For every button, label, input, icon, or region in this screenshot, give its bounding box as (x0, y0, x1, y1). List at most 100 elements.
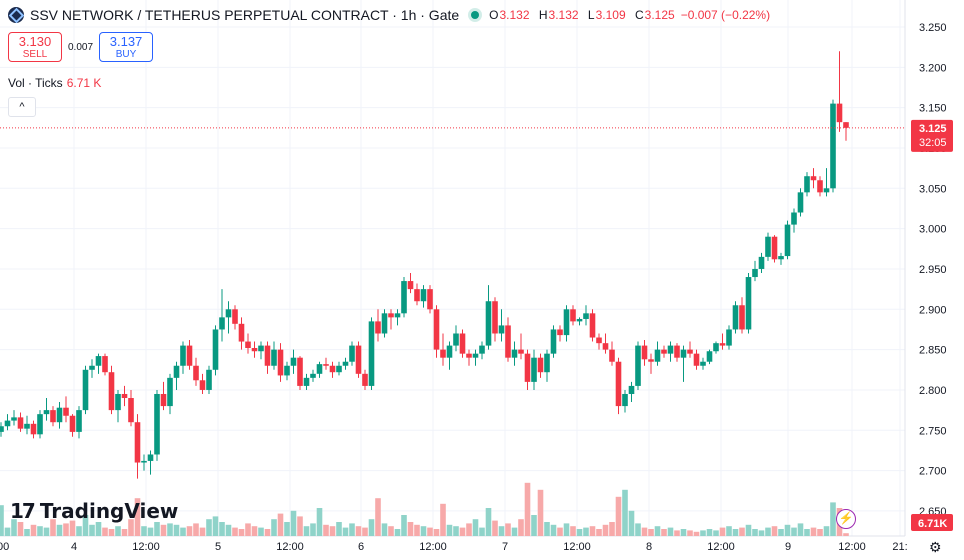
candle-body[interactable] (609, 349, 615, 362)
candle-body[interactable] (693, 353, 700, 366)
candle-body[interactable] (251, 348, 258, 352)
candle-body[interactable] (219, 317, 225, 330)
candle-body[interactable] (11, 417, 17, 421)
candle-body[interactable] (745, 277, 752, 330)
candle-body[interactable] (726, 329, 732, 346)
buy-button[interactable]: 3.137 BUY (99, 32, 154, 62)
candle-body[interactable] (544, 353, 550, 373)
candle-body[interactable] (752, 268, 758, 278)
collapse-legend-button[interactable]: ^ (8, 97, 36, 117)
candle-body[interactable] (492, 301, 498, 334)
candle-body[interactable] (810, 176, 817, 181)
candle-body[interactable] (199, 380, 206, 390)
candle-body[interactable] (24, 423, 30, 429)
candle-body[interactable] (258, 345, 264, 352)
candle-body[interactable] (654, 349, 661, 362)
candle-body[interactable] (615, 361, 622, 407)
tradingview-logo[interactable]: 17 TradingView (10, 499, 178, 523)
candle-body[interactable] (349, 345, 355, 362)
candle-body[interactable] (550, 329, 557, 354)
candle-body[interactable] (804, 176, 810, 193)
candle-body[interactable] (589, 313, 596, 338)
market-status-icon[interactable] (471, 11, 480, 19)
candle-body[interactable] (700, 361, 706, 366)
candle-body[interactable] (680, 349, 687, 358)
candle-body[interactable] (817, 180, 823, 193)
candle-body[interactable] (531, 357, 537, 382)
candle-body[interactable] (505, 325, 511, 358)
candle-body[interactable] (180, 345, 186, 366)
candle-body[interactable] (56, 407, 63, 423)
candle-body[interactable] (485, 301, 492, 346)
candle-body[interactable] (238, 323, 245, 342)
candle-body[interactable] (43, 410, 50, 415)
candle-body[interactable] (674, 345, 680, 358)
candle-body[interactable] (524, 353, 531, 382)
candle-body[interactable] (323, 364, 329, 366)
candle-body[interactable] (453, 333, 459, 346)
candle-body[interactable] (284, 365, 290, 376)
candle-body[interactable] (498, 325, 505, 334)
symbol-title[interactable]: SSV NETWORK / TETHERUS PERPETUAL CONTRAC… (30, 7, 460, 23)
candle-body[interactable] (648, 359, 654, 362)
candle-body[interactable] (823, 188, 830, 193)
candle-body[interactable] (394, 313, 401, 318)
candle-body[interactable] (557, 329, 563, 336)
candle-body[interactable] (102, 356, 108, 373)
candle-body[interactable] (303, 377, 310, 386)
candle-body[interactable] (687, 349, 693, 354)
candle-body[interactable] (635, 345, 641, 386)
candle-body[interactable] (141, 460, 147, 463)
candle-body[interactable] (381, 313, 388, 334)
lightning-icon[interactable]: ⚡ (836, 509, 856, 529)
candle-body[interactable] (459, 333, 466, 354)
candle-body[interactable] (355, 345, 362, 374)
candle-body[interactable] (602, 343, 609, 350)
candle-body[interactable] (232, 309, 238, 324)
candle-body[interactable] (30, 423, 37, 435)
candle-body[interactable] (134, 422, 141, 463)
candle-body[interactable] (843, 122, 849, 128)
candle-body[interactable] (108, 372, 115, 411)
candle-body[interactable] (297, 357, 303, 386)
candle-body[interactable] (82, 369, 89, 411)
candle-body[interactable] (466, 353, 472, 358)
candle-body[interactable] (76, 410, 82, 432)
candle-body[interactable] (264, 345, 271, 366)
candle-body[interactable] (479, 345, 485, 354)
candle-body[interactable] (63, 407, 69, 416)
candle-body[interactable] (4, 420, 11, 427)
candle-body[interactable] (440, 349, 446, 358)
candle-body[interactable] (115, 393, 121, 411)
candle-body[interactable] (193, 365, 199, 381)
candle-body[interactable] (836, 103, 843, 123)
candle-body[interactable] (667, 345, 674, 354)
candle-body[interactable] (518, 349, 524, 354)
candle-body[interactable] (388, 313, 394, 318)
candle-body[interactable] (778, 256, 784, 260)
candle-body[interactable] (576, 318, 583, 322)
candle-body[interactable] (622, 393, 628, 407)
candle-body[interactable] (271, 349, 277, 366)
candle-body[interactable] (173, 365, 180, 378)
candle-body[interactable] (706, 351, 713, 362)
candle-body[interactable] (583, 313, 589, 319)
candle-body[interactable] (0, 426, 4, 432)
candle-body[interactable] (277, 349, 284, 376)
candle-body[interactable] (739, 305, 745, 330)
candle-body[interactable] (342, 361, 349, 366)
candle-body[interactable] (641, 345, 648, 360)
candle-body[interactable] (336, 365, 342, 373)
candle-body[interactable] (50, 410, 56, 423)
candle-body[interactable] (797, 192, 804, 213)
candle-body[interactable] (472, 353, 479, 358)
candle-body[interactable] (167, 377, 173, 407)
candle-body[interactable] (290, 357, 297, 366)
candle-body[interactable] (713, 343, 719, 352)
candle-body[interactable] (830, 103, 836, 189)
candle-body[interactable] (160, 393, 167, 407)
candle-body[interactable] (758, 256, 765, 269)
candle-body[interactable] (401, 281, 407, 314)
candle-body[interactable] (563, 309, 570, 336)
